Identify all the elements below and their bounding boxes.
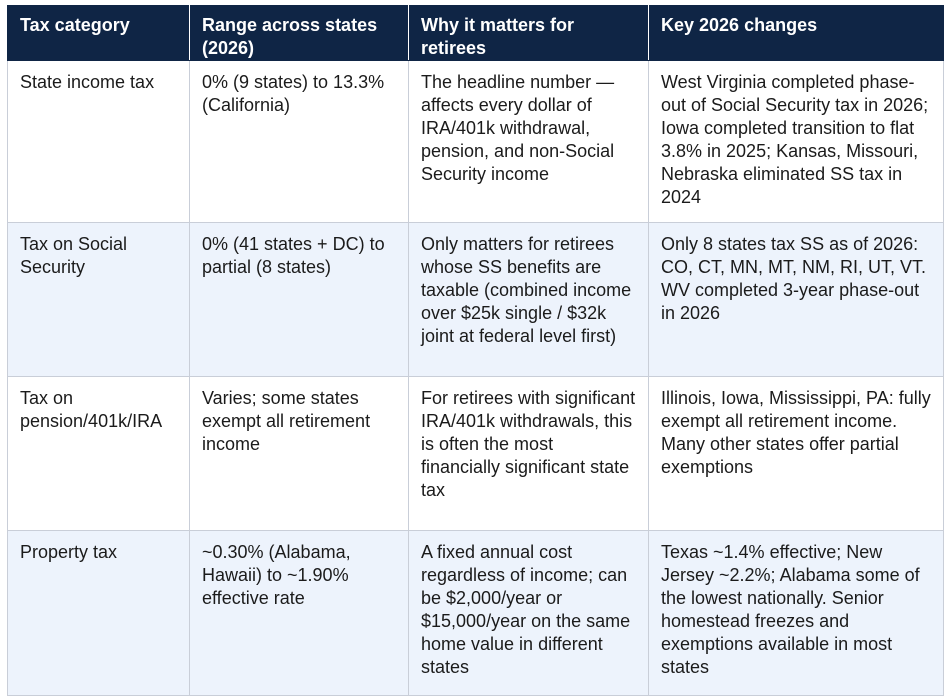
header-why-it-matters: Why it matters for retirees [408, 5, 649, 61]
cell-why-it-matters: A fixed annual cost regardless of income… [408, 530, 649, 696]
table-row: Tax on pension/401k/IRA Varies; some sta… [7, 376, 944, 531]
cell-key-changes: Texas ~1.4% effective; New Jersey ~2.2%;… [648, 530, 944, 696]
cell-key-changes: Illinois, Iowa, Mississippi, PA: fully e… [648, 376, 944, 531]
cell-key-changes: West Virginia completed phase-out of Soc… [648, 60, 944, 223]
cell-tax-category: Tax on Social Security [7, 222, 190, 377]
table-header: Tax category Range across states (2026) … [7, 5, 944, 61]
cell-range: Varies; some states exempt all retiremen… [189, 376, 409, 531]
header-row: Tax category Range across states (2026) … [7, 5, 944, 61]
table-row: Property tax ~0.30% (Alabama, Hawaii) to… [7, 530, 944, 696]
header-key-changes: Key 2026 changes [648, 5, 944, 61]
cell-why-it-matters: The headline number — affects every doll… [408, 60, 649, 223]
cell-range: ~0.30% (Alabama, Hawaii) to ~1.90% effec… [189, 530, 409, 696]
cell-tax-category: Tax on pension/401k/IRA [7, 376, 190, 531]
cell-why-it-matters: For retirees with significant IRA/401k w… [408, 376, 649, 531]
header-tax-category: Tax category [7, 5, 190, 61]
cell-why-it-matters: Only matters for retirees whose SS benef… [408, 222, 649, 377]
cell-tax-category: State income tax [7, 60, 190, 223]
header-range-across-states: Range across states (2026) [189, 5, 409, 61]
cell-key-changes: Only 8 states tax SS as of 2026: CO, CT,… [648, 222, 944, 377]
table-row: State income tax 0% (9 states) to 13.3% … [7, 60, 944, 223]
table-body: State income tax 0% (9 states) to 13.3% … [7, 60, 944, 696]
cell-range: 0% (9 states) to 13.3% (California) [189, 60, 409, 223]
cell-range: 0% (41 states + DC) to partial (8 states… [189, 222, 409, 377]
retirement-tax-table: Tax category Range across states (2026) … [7, 5, 944, 696]
table-row: Tax on Social Security 0% (41 states + D… [7, 222, 944, 377]
cell-tax-category: Property tax [7, 530, 190, 696]
